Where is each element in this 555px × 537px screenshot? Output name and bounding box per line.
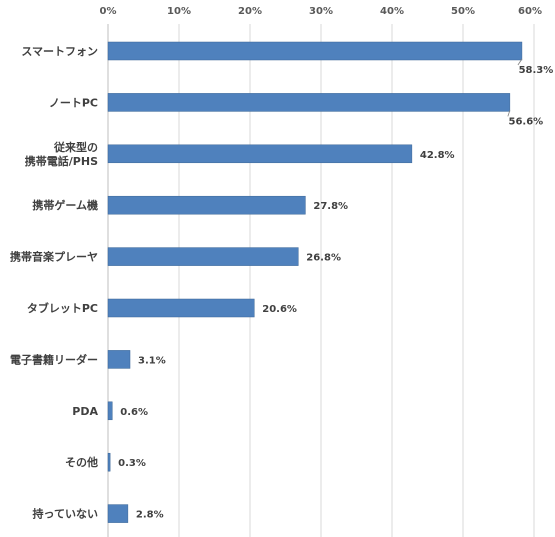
bar bbox=[107, 504, 129, 523]
data-label: 2.8% bbox=[136, 510, 164, 521]
label-layer: 0% 10% 20% 30% 40% 50% 60% スマートフォン 58.3% ノートPC 56.… bbox=[10, 6, 553, 521]
data-label: 26.8% bbox=[306, 253, 341, 264]
data-label: 56.6% bbox=[509, 116, 544, 127]
bar bbox=[107, 401, 113, 421]
bar bbox=[107, 93, 511, 112]
data-label: 27.8% bbox=[313, 201, 348, 212]
x-tick-label: 0% bbox=[100, 6, 117, 17]
category-label: 持っていない bbox=[33, 507, 98, 521]
bar bbox=[107, 41, 523, 61]
category-label: PDA bbox=[72, 405, 98, 418]
category-label: タブレットPC bbox=[27, 301, 98, 315]
bar bbox=[107, 452, 111, 472]
category-label: スマートフォン bbox=[21, 45, 98, 58]
bar bbox=[107, 350, 131, 369]
category-label: 携帯ゲーム機 bbox=[32, 198, 98, 212]
data-label: 58.3% bbox=[519, 65, 554, 76]
data-label: 42.8% bbox=[420, 150, 455, 161]
leader-line bbox=[507, 110, 511, 117]
x-tick-label: 50% bbox=[451, 6, 475, 17]
x-tick-label: 40% bbox=[380, 6, 404, 17]
x-tick-label: 20% bbox=[238, 6, 262, 17]
data-label: 3.1% bbox=[138, 355, 166, 366]
x-tick-label: 30% bbox=[309, 6, 333, 17]
data-label: 0.6% bbox=[120, 407, 148, 418]
bar-layer bbox=[107, 41, 523, 523]
category-label: 従来型の bbox=[53, 140, 98, 154]
category-label: 携帯音楽プレーヤ bbox=[10, 250, 98, 264]
category-label: その他 bbox=[65, 455, 98, 469]
category-label: 電子書籍リーダー bbox=[10, 352, 98, 366]
bar bbox=[107, 195, 306, 215]
category-label: 携帯電話/PHS bbox=[25, 154, 98, 168]
x-tick-label: 10% bbox=[167, 6, 191, 17]
leader-line bbox=[517, 58, 523, 66]
data-label: 0.3% bbox=[118, 458, 146, 469]
bar bbox=[107, 298, 255, 318]
bar bbox=[107, 247, 299, 266]
data-label: 20.6% bbox=[262, 304, 297, 315]
x-tick-label: 60% bbox=[518, 6, 542, 17]
bar bbox=[107, 144, 413, 164]
category-label: ノートPC bbox=[49, 96, 98, 109]
